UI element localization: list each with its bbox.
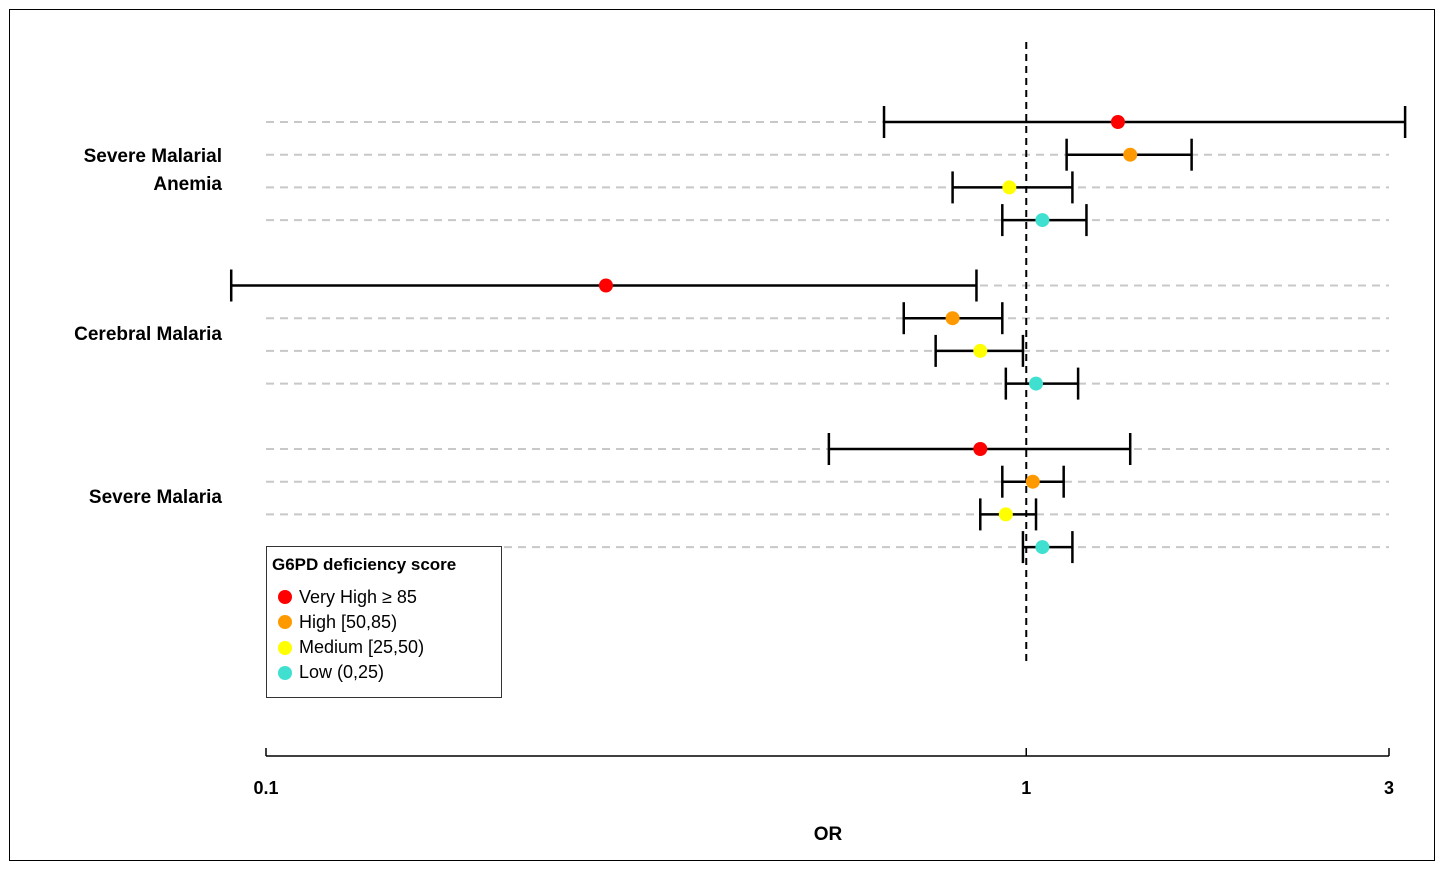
legend-label: High [50,85)	[299, 611, 398, 632]
point-very_high	[598, 278, 613, 293]
group-label-line: Cerebral Malaria	[74, 323, 222, 345]
legend-item-medium: Medium [25,50)	[278, 636, 425, 660]
legend-marker	[278, 665, 292, 680]
point-medium	[998, 507, 1013, 522]
point-low	[1035, 213, 1050, 228]
x-tick-label: 1	[1021, 778, 1031, 798]
row-gridlines	[266, 121, 1389, 549]
group-label: Severe Malaria	[89, 484, 222, 512]
legend-title: G6PD deficiency score	[272, 555, 457, 574]
point-medium	[1002, 180, 1017, 195]
group-label-line: Severe Malaria	[88, 487, 222, 509]
point-low	[1035, 540, 1050, 555]
ci-very_high	[882, 106, 1407, 138]
legend-item-low: Low (0,25)	[278, 661, 385, 685]
point-very_high	[1110, 115, 1125, 129]
group-label-line: Anemia	[153, 174, 222, 196]
legend-label: Very High ≥ 85	[299, 586, 417, 607]
legend-label: Low (0,25)	[299, 662, 385, 683]
x-axis-title: OR	[814, 824, 843, 845]
point-high	[1025, 474, 1040, 489]
legend-label: Medium [25,50)	[299, 637, 425, 658]
group-label-line: Severe Malarial	[83, 146, 222, 168]
legend-marker	[278, 615, 292, 630]
confidence-intervals	[229, 106, 1407, 564]
x-tick-label: 0.1	[253, 778, 278, 798]
chart-frame	[9, 9, 1435, 861]
x-tick-label: 3	[1384, 778, 1394, 798]
legend: G6PD deficiency score Very High ≥ 85 High…	[266, 546, 502, 698]
legend-item-very_high: Very High ≥ 85	[278, 585, 417, 609]
point-estimates	[598, 115, 1138, 555]
point-medium	[973, 343, 988, 358]
point-high	[1123, 147, 1138, 162]
legend-marker	[278, 640, 292, 655]
legend-marker	[278, 590, 292, 604]
x-axis: 0.1 1 3	[253, 748, 1394, 798]
group-label: Cerebral Malaria	[74, 321, 222, 349]
point-very_high	[973, 442, 988, 456]
legend-item-high: High [50,85)	[278, 610, 398, 634]
point-high	[945, 311, 960, 326]
group-label: Severe Malarial Anemia	[84, 143, 222, 199]
point-low	[1029, 376, 1044, 391]
